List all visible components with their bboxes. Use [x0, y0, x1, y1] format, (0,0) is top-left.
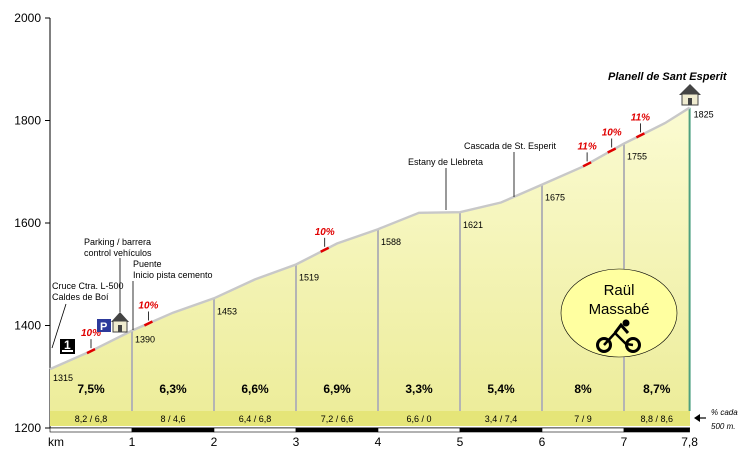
- x-tick-label: 4: [375, 435, 382, 449]
- y-axis: 1200 1400 1600 1800 2000: [14, 11, 51, 435]
- steep-label: 10%: [315, 227, 335, 238]
- segment-split: 8,8 / 8,6: [641, 414, 674, 424]
- km-elevation-label: 1315: [53, 373, 73, 383]
- km-elevation-labels: 1315 1390 1453 1519 1588 1621 1675 1755 1825: [53, 110, 714, 383]
- author-badge: Raül Massabé: [560, 268, 678, 358]
- annotation-line: Estany de Llebreta: [408, 157, 483, 167]
- x-scale-segment: [213, 427, 297, 433]
- x-tick-label: 2: [211, 435, 218, 449]
- x-tick-label: 1: [129, 435, 136, 449]
- segment-split: 3,4 / 7,4: [485, 414, 518, 424]
- segment-gradient: 6,6%: [241, 382, 269, 396]
- annotation-parking: Parking / barrera control vehículos: [84, 237, 152, 312]
- start-marker-label: 1: [64, 338, 71, 352]
- x-scale-segment: [459, 427, 543, 433]
- split-band: [50, 411, 690, 426]
- x-axis: km 1 2 3 4 5 6 7 7,8: [48, 427, 698, 449]
- km-elevation-label: 1675: [545, 193, 565, 203]
- annotation-puente: Puente Inicio pista cemento: [132, 259, 213, 330]
- segment-gradient-labels: 7,5% 6,3% 6,6% 6,9% 3,3% 5,4% 8% 8,7%: [77, 382, 670, 396]
- y-tick-label: 1800: [14, 114, 41, 128]
- annotation-line: Cascada de St. Esperit: [464, 141, 557, 151]
- x-tick-label: 6: [539, 435, 546, 449]
- y-tick-label: 1200: [14, 421, 41, 435]
- parking-icon: P: [97, 319, 111, 333]
- km-elevation-label: 1621: [463, 220, 483, 230]
- km-elevation-label: 1390: [135, 335, 155, 345]
- x-scale-segment: [623, 427, 690, 433]
- segment-gradient: 5,4%: [487, 382, 515, 396]
- steep-marks: 10% 10% 10% 11% 10% 11%: [81, 112, 650, 355]
- elevation-area: [50, 107, 690, 426]
- split-note-line: 500 m.: [711, 422, 735, 431]
- y-tick-label: 1400: [14, 319, 41, 333]
- segment-split: 6,4 / 6,8: [239, 414, 272, 424]
- steep-label: 10%: [602, 127, 622, 138]
- segment-gradient: 6,9%: [323, 382, 351, 396]
- x-scale-segment: [541, 427, 625, 433]
- x-tick-label: 7: [621, 435, 628, 449]
- cyclist-icon: [596, 319, 641, 353]
- refuge-house-icon: [111, 312, 129, 333]
- x-tick-label: 3: [293, 435, 300, 449]
- steep-segment: [635, 132, 645, 139]
- segment-split: 6,6 / 0: [406, 414, 431, 424]
- split-note: % cada 500 m.: [694, 408, 738, 431]
- summit-label: Planell de Sant Esperit: [608, 71, 728, 83]
- annotation-line: Cruce Ctra. L-500: [52, 281, 124, 291]
- start-flag-icon: 1: [60, 338, 75, 354]
- x-scale-segment: [295, 427, 379, 433]
- annotation-line: Puente: [133, 259, 162, 269]
- segment-split: 7 / 9: [574, 414, 592, 424]
- steep-label: 11%: [631, 112, 650, 123]
- x-tick-label: km: [48, 435, 64, 449]
- x-scale-segment: [49, 427, 133, 433]
- summit-house-icon: [679, 84, 701, 106]
- x-tick-label: 7,8: [681, 435, 698, 449]
- profile-area: [50, 107, 690, 426]
- split-labels: 8,2 / 6,8 8 / 4,6 6,4 / 6,8 7,2 / 6,6 6,6 / …: [75, 414, 673, 424]
- segment-gradient: 7,5%: [77, 382, 105, 396]
- author-first-name: Raül: [604, 282, 635, 299]
- annotation-cascada: Cascada de St. Esperit: [464, 141, 557, 197]
- steep-label: 10%: [81, 328, 101, 339]
- x-tick-label: 5: [457, 435, 464, 449]
- annotation-cruce: Cruce Ctra. L-500 Caldes de Boí: [51, 281, 124, 349]
- km-elevation-label: 1825: [694, 110, 714, 120]
- y-tick-label: 1600: [14, 216, 41, 230]
- steep-segment: [582, 161, 592, 168]
- steep-segment: [86, 348, 96, 355]
- segment-gradient: 3,3%: [405, 382, 433, 396]
- x-scale-segment: [131, 427, 215, 433]
- steep-segment: [320, 246, 330, 253]
- steep-segment: [143, 320, 153, 327]
- elevation-profile-line: [49, 106, 691, 371]
- segment-gradient: 6,3%: [159, 382, 187, 396]
- km-elevation-label: 1453: [217, 306, 237, 316]
- segment-split: 8 / 4,6: [160, 414, 185, 424]
- segment-gradient: 8%: [574, 382, 592, 396]
- annotation-line: Inicio pista cemento: [133, 270, 213, 280]
- annotation-line: Parking / barrera: [84, 237, 151, 247]
- km-elevation-label: 1588: [381, 237, 401, 247]
- km-elevation-label: 1755: [627, 152, 647, 162]
- segment-split: 7,2 / 6,6: [321, 414, 354, 424]
- author-last-name: Massabé: [589, 301, 650, 318]
- parking-marker-label: P: [100, 321, 107, 333]
- split-note-line: % cada: [711, 408, 738, 417]
- annotation-line: Caldes de Boí: [52, 292, 109, 302]
- x-scale-segment: [377, 427, 461, 433]
- summit-label-group: Planell de Sant Esperit: [608, 71, 728, 83]
- segment-split: 8,2 / 6,8: [75, 414, 108, 424]
- km-elevation-label: 1519: [299, 273, 319, 283]
- annotation-line: control vehículos: [84, 248, 152, 258]
- segment-gradient: 8,7%: [643, 382, 671, 396]
- annotation-llebreta: Estany de Llebreta: [408, 157, 483, 210]
- steep-segment: [607, 147, 617, 154]
- steep-label: 11%: [577, 141, 596, 152]
- y-tick-label: 2000: [14, 11, 41, 25]
- steep-label: 10%: [138, 300, 158, 311]
